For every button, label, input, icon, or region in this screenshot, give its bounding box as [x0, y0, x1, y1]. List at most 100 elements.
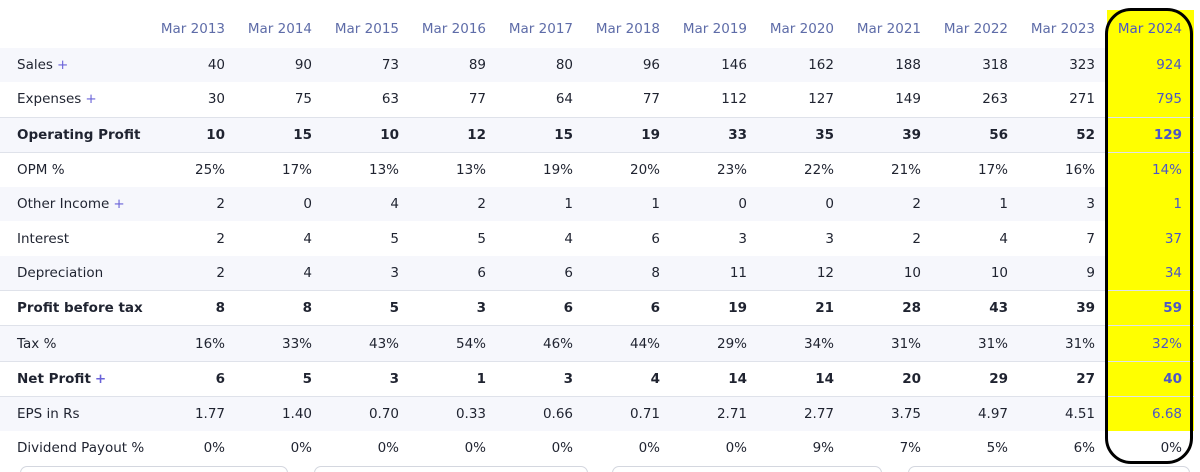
- table-cell: 6: [498, 290, 585, 326]
- table-cell: 19%: [498, 151, 585, 188]
- row-label: Profit before tax: [17, 300, 143, 317]
- table-cell: 2: [150, 187, 237, 222]
- table-cell: 39: [846, 116, 933, 153]
- row-label: Expenses: [17, 91, 82, 108]
- bottom-button-3[interactable]: [612, 466, 882, 472]
- table-cell: 0: [759, 187, 846, 222]
- table-cell: 35: [759, 116, 846, 153]
- table-cell: 5: [477, 230, 486, 247]
- row-label-cell[interactable]: Expenses +: [0, 82, 150, 117]
- table-cell: 3: [498, 360, 585, 397]
- table-cell: 22%: [759, 151, 846, 188]
- table-cell: 3: [738, 230, 747, 247]
- column-header-mar-2023: Mar 2023: [1030, 21, 1095, 37]
- table-cell: 89: [411, 48, 498, 83]
- table-cell: 13%: [324, 151, 411, 188]
- table-cell: 795: [1107, 82, 1194, 118]
- table-cell: 12: [759, 255, 846, 291]
- row-label: Interest: [17, 230, 70, 247]
- row-label-cell: EPS in Rs: [0, 395, 150, 432]
- table-cell: 56: [933, 116, 1020, 153]
- table-cell: 5%: [986, 440, 1008, 457]
- table-cell: 1: [411, 360, 498, 397]
- table-cell: 0.70: [324, 395, 411, 432]
- row-label-cell[interactable]: Other Income +: [0, 187, 150, 222]
- table-cell: 6: [150, 360, 237, 397]
- table-cell: 63: [381, 91, 399, 108]
- table-cell: 11: [672, 255, 759, 291]
- expand-plus-icon[interactable]: +: [113, 196, 125, 213]
- table-cell: 7%: [899, 440, 921, 457]
- table-cell: 0%: [203, 440, 225, 457]
- table-cell: 2: [411, 187, 498, 222]
- table-cell: 5: [324, 290, 411, 326]
- table-cell: 3: [324, 360, 411, 397]
- table-cell: 77: [468, 91, 486, 108]
- table-cell: 13%: [411, 151, 498, 188]
- table-cell: 0%: [464, 440, 486, 457]
- row-label: EPS in Rs: [17, 406, 80, 423]
- column-header-mar-2013: Mar 2013: [160, 21, 225, 37]
- table-cell: 0.71: [585, 395, 672, 432]
- table-cell: 924: [1107, 48, 1194, 83]
- table-cell: 32%: [1107, 325, 1194, 362]
- row-label-cell[interactable]: Sales +: [0, 48, 150, 83]
- table-cell: 40: [150, 48, 237, 83]
- expand-plus-icon[interactable]: +: [85, 91, 97, 108]
- header-label-cell: [0, 10, 150, 48]
- table-cell: 0: [672, 187, 759, 222]
- table-cell: 1.40: [237, 395, 324, 432]
- table-cell: 8: [585, 255, 672, 291]
- table-cell: 96: [585, 48, 672, 83]
- table-cell: 27: [1020, 360, 1107, 397]
- table-cell: 28: [846, 290, 933, 326]
- row-label: Net Profit: [17, 370, 91, 387]
- table-cell: 0.33: [411, 395, 498, 432]
- table-cell: 34: [1107, 255, 1194, 291]
- table-cell: 0%: [1107, 431, 1194, 466]
- row-label-cell: Depreciation: [0, 255, 150, 291]
- expand-plus-icon[interactable]: +: [94, 370, 107, 387]
- table-cell: 43: [933, 290, 1020, 326]
- expand-plus-icon[interactable]: +: [56, 57, 69, 74]
- row-label: Tax %: [17, 335, 57, 352]
- bottom-button-2[interactable]: [314, 466, 588, 472]
- table-cell: 6%: [1073, 440, 1095, 457]
- table-cell: 2: [150, 255, 237, 291]
- table-cell: 21: [759, 290, 846, 326]
- bottom-button-1[interactable]: [20, 466, 288, 472]
- table-row-net-profit[interactable]: Net Profit +6 5 3 1 3 4 14 14 20 29 27 40: [0, 360, 1194, 397]
- table-cell: 10: [933, 255, 1020, 291]
- table-cell: 0%: [290, 440, 312, 457]
- row-label: OPM %: [17, 162, 65, 179]
- table-cell: 4.51: [1020, 395, 1107, 432]
- table-cell: 0%: [551, 440, 573, 457]
- table-cell: 0.66: [498, 395, 585, 432]
- column-header-mar-2021: Mar 2021: [856, 21, 921, 37]
- bottom-button-4[interactable]: [908, 466, 1190, 472]
- table-row-other-income[interactable]: Other Income +2 0 4 2 1 1 0 0 2 1 3 1: [0, 187, 1194, 222]
- table-row-depreciation: Depreciation 2 4 3 6 6 8 11 12 10 10 9 34: [0, 255, 1194, 291]
- table-cell: 17%: [933, 151, 1020, 188]
- table-cell: 14: [672, 360, 759, 397]
- row-label-cell: Interest: [0, 221, 150, 255]
- table-cell: 52: [1020, 116, 1107, 153]
- table-row-tax: Tax % 16% 33% 43% 54% 46% 44% 29% 34% 31% 31% 31% 32…: [0, 325, 1194, 362]
- row-label-cell[interactable]: Net Profit +: [0, 360, 150, 397]
- table-cell: 2: [216, 230, 225, 247]
- table-body: Sales +40 90 73 89 80 96 146 162 188 318 323 924 Expe…: [0, 48, 1194, 466]
- table-cell: 4: [585, 360, 672, 397]
- table-cell: 33%: [237, 325, 324, 362]
- table-cell: 31%: [933, 325, 1020, 362]
- table-cell: 5: [237, 360, 324, 397]
- table-cell: 29%: [672, 325, 759, 362]
- table-cell: 9%: [812, 440, 834, 457]
- column-header-mar-2014: Mar 2014: [247, 21, 312, 37]
- row-label-cell: OPM %: [0, 151, 150, 188]
- table-header-row: Mar 2013 Mar 2014 Mar 2015 Mar 2016 Mar 2017…: [0, 10, 1194, 48]
- table-row-sales[interactable]: Sales +40 90 73 89 80 96 146 162 188 318 323 924: [0, 48, 1194, 83]
- table-row-expenses[interactable]: Expenses +30 75 63 77 64 77 112 127 149 263 271 795: [0, 82, 1194, 118]
- table-cell: 3: [825, 230, 834, 247]
- table-cell: 16%: [1020, 151, 1107, 188]
